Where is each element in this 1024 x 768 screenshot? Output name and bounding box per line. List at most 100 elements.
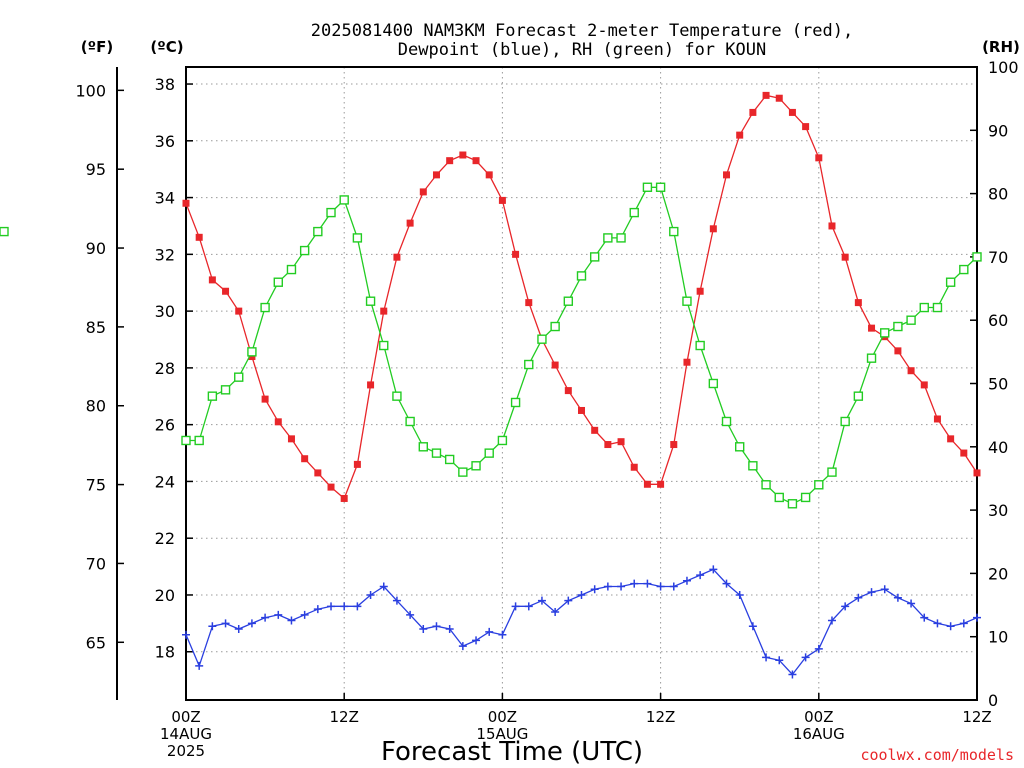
rh-point xyxy=(207,391,218,401)
temperature-point xyxy=(947,435,955,443)
x-tick-label: 00Z xyxy=(171,708,200,726)
celsius-tick-label: 20 xyxy=(155,586,175,605)
dewpoint-point xyxy=(524,602,533,611)
rh-point xyxy=(695,340,705,351)
celsius-unit-label: (ºC) xyxy=(150,38,183,56)
rh-point xyxy=(945,277,956,287)
temperature-point xyxy=(485,171,493,179)
dewpoint-point xyxy=(973,613,981,622)
temperature-point xyxy=(749,108,757,116)
rh-point xyxy=(392,391,402,401)
x-tick-label: 15AUG xyxy=(476,725,528,743)
rh-unit-label: (RH) xyxy=(982,38,1020,56)
dewpoint-point xyxy=(814,644,823,653)
dewpoint-point xyxy=(590,585,599,594)
dewpoint-point xyxy=(379,582,388,591)
rh-point xyxy=(260,302,270,313)
dewpoint-point xyxy=(340,602,349,611)
dewpoint-point xyxy=(261,613,270,622)
rh-point xyxy=(458,467,468,477)
rh-point xyxy=(959,264,969,275)
dewpoint-point xyxy=(551,608,560,617)
rh-point xyxy=(484,448,494,458)
fahrenheit-tick-label: 80 xyxy=(86,397,106,416)
temperature-point xyxy=(340,494,348,502)
rh-point xyxy=(972,252,982,262)
rh-tick-label: 40 xyxy=(988,438,1008,457)
rh-point xyxy=(510,397,521,408)
dewpoint-point xyxy=(287,616,296,625)
temperature-point xyxy=(723,171,731,179)
temperature-point xyxy=(815,154,823,162)
temperature-point xyxy=(327,483,335,491)
dewpoint-point xyxy=(748,622,757,631)
rh-point xyxy=(471,461,481,471)
x-tick-label: 00Z xyxy=(804,708,833,726)
rh-point xyxy=(669,226,679,237)
rh-point xyxy=(444,454,455,465)
dewpoint-point xyxy=(827,616,836,625)
temperature-point xyxy=(775,94,783,102)
rh-point xyxy=(748,461,758,471)
temperature-point xyxy=(195,233,203,241)
dewpoint-point xyxy=(485,627,494,636)
rh-point xyxy=(563,296,574,306)
celsius-tick-label: 30 xyxy=(155,302,175,321)
temperature-point xyxy=(591,426,599,434)
celsius-tick-label: 38 xyxy=(155,75,175,94)
rh-point xyxy=(655,182,666,192)
rh-tick-label: 90 xyxy=(988,121,1008,140)
chart-title-line2: Dewpoint (blue), RH (green) for KOUN xyxy=(398,40,766,60)
rh-point xyxy=(313,226,323,237)
x-axis-label: Forecast Time (UTC) xyxy=(381,737,643,767)
temperature-point xyxy=(512,250,520,258)
temperature-point xyxy=(933,415,941,423)
rh-tick-label: 70 xyxy=(988,248,1008,267)
dewpoint-point xyxy=(880,585,889,594)
temperature-point xyxy=(208,276,216,284)
rh-point xyxy=(379,340,389,351)
rh-point xyxy=(853,391,864,401)
dewpoint-point xyxy=(682,576,691,585)
dewpoint-point xyxy=(327,602,336,611)
credit-link[interactable]: coolwx.com/models xyxy=(860,746,1014,764)
dewpoint-point xyxy=(617,582,626,591)
celsius-tick-label: 28 xyxy=(155,359,175,378)
dewpoint-point xyxy=(182,630,190,639)
temperature-point xyxy=(446,157,454,165)
rh-point xyxy=(840,416,850,427)
temperature-point xyxy=(907,367,915,375)
tick-labels: 1820222426283032343638657075808590951000… xyxy=(75,58,1018,760)
x-tick-label: 12Z xyxy=(646,708,675,726)
temperature-point xyxy=(459,151,467,159)
dewpoint-point xyxy=(630,579,639,588)
celsius-tick-label: 26 xyxy=(155,416,175,435)
rh-point xyxy=(286,264,297,275)
dewpoint-point xyxy=(762,653,771,662)
temperature-point xyxy=(643,480,651,488)
dewpoint-point xyxy=(445,625,454,634)
dewpoint-point xyxy=(247,619,256,628)
rh-tick-label: 0 xyxy=(988,691,998,710)
rh-point xyxy=(800,492,811,503)
dewpoint-line xyxy=(185,568,978,676)
rh-point xyxy=(814,480,824,490)
rh-point xyxy=(339,195,349,205)
dewpoint-point xyxy=(775,656,784,665)
rh-tick-label: 60 xyxy=(988,311,1008,330)
dewpoint-point xyxy=(867,588,876,597)
rh-point xyxy=(761,480,771,490)
rh-point xyxy=(299,245,310,256)
fahrenheit-tick-label: 95 xyxy=(86,160,106,179)
rh-tick-label: 30 xyxy=(988,501,1008,520)
rh-tick-label: 10 xyxy=(988,628,1008,647)
celsius-tick-label: 32 xyxy=(155,245,175,264)
temperature-point xyxy=(472,157,480,165)
rh-tick-label: 20 xyxy=(988,564,1008,583)
temperature-point xyxy=(696,287,704,295)
temperature-point xyxy=(393,253,401,261)
rh-tick-label: 50 xyxy=(988,375,1008,394)
x-tick-label: 00Z xyxy=(488,708,517,726)
dewpoint-point xyxy=(656,582,665,591)
